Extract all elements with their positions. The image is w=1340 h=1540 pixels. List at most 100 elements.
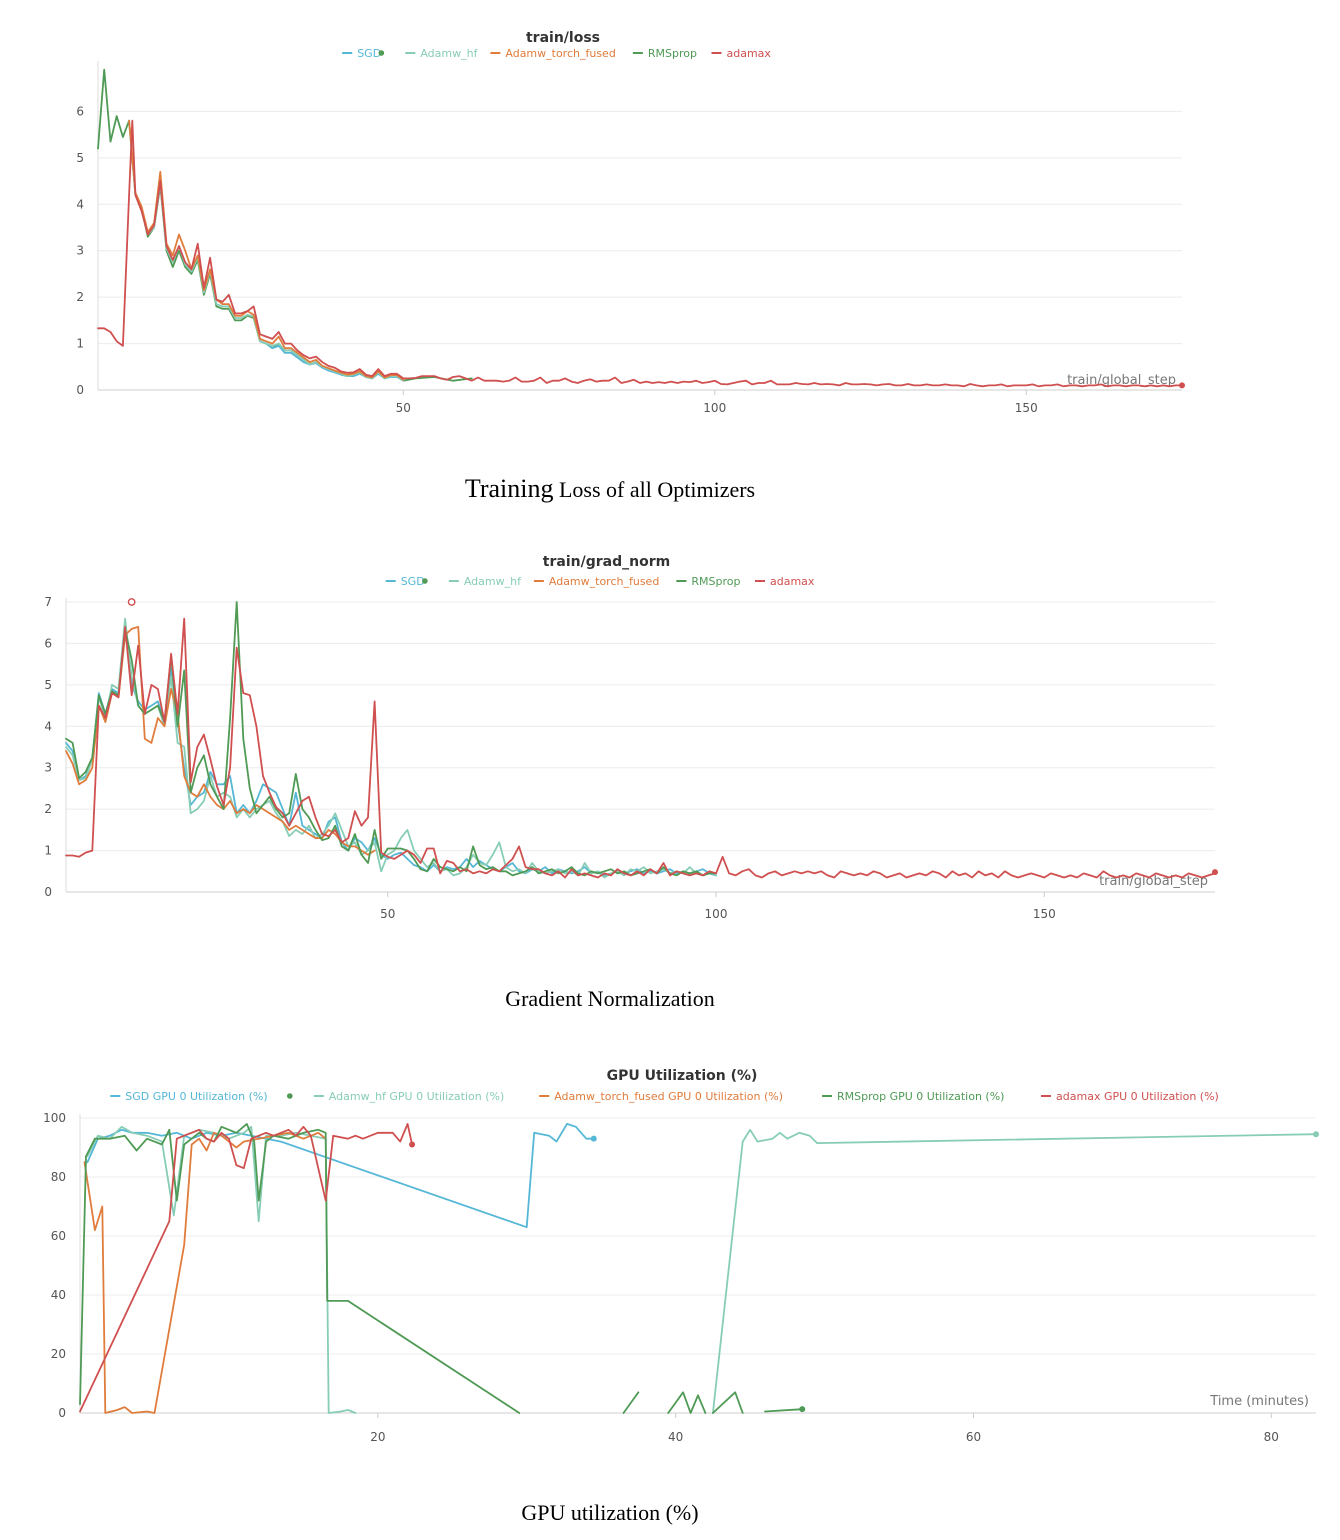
series-line-rmsprop (622, 1391, 640, 1414)
legend-item-rmsprop: RMSprop (676, 575, 740, 588)
legend-item-adamw-torch-fused: Adamw_torch_fused GPU 0 Utilization (%) (539, 1090, 783, 1103)
x-tick-label: 40 (668, 1430, 683, 1444)
legend-label: adamax GPU 0 Utilization (%) (1056, 1090, 1219, 1103)
x-tick-label: 20 (370, 1430, 385, 1444)
series-line-adamw-hf (65, 617, 717, 879)
chart-title: train/grad_norm (543, 554, 670, 570)
series-line-adamax (79, 1123, 413, 1413)
series-line-rmsprop (764, 1408, 804, 1413)
legend-item-adamax: adamax GPU 0 Utilization (%) (1041, 1090, 1219, 1103)
series-end-marker-adamax (1179, 382, 1185, 389)
legend-label: RMSprop GPU 0 Utilization (%) (837, 1090, 1004, 1103)
legend-dot (378, 50, 385, 56)
legend-item-sgd: SGD (385, 575, 428, 588)
series-line-sgd (86, 1123, 595, 1229)
caption-gpu-utilization: GPU utilization (%) (521, 1500, 699, 1525)
series-line-adamw-torch-fused (65, 626, 376, 856)
x-tick-label: 150 (1033, 907, 1056, 921)
series-end-marker-rmsprop (799, 1406, 806, 1413)
legend-item-rmsprop: RMSprop (632, 47, 697, 60)
series-line-sgd (65, 621, 717, 877)
legend-label: adamax (727, 47, 772, 60)
series-line-adamw-hf (86, 1125, 357, 1414)
y-tick-label: 6 (76, 104, 84, 118)
legend-label: Adamw_torch_fused GPU 0 Utilization (%) (554, 1090, 783, 1103)
series-line-adamax (65, 617, 1216, 879)
gpu-utilization-chart: GPU Utilization (%) 0 20 40 60 80 100 20 40 60 80 T… (43, 1068, 1319, 1444)
legend-item-adamw-torch-fused: Adamw_torch_fused (490, 47, 616, 60)
y-tick-label: 100 (43, 1111, 66, 1125)
legend-label: SGD (357, 47, 381, 60)
x-axis-label: Time (minutes) (1209, 1394, 1309, 1409)
legend-label: RMSprop (648, 47, 697, 60)
series-end-marker-adamax (1212, 869, 1218, 876)
series-line-adamw-torch-fused (128, 119, 405, 381)
series-line-rmsprop (79, 1123, 521, 1414)
y-tick-label: 5 (76, 151, 84, 165)
x-tick-label: 150 (1015, 401, 1038, 415)
series-line-adamw-torch-fused (83, 1131, 327, 1414)
y-tick-label: 2 (76, 290, 84, 304)
y-tick-label: 0 (58, 1406, 66, 1420)
y-tick-label: 4 (44, 719, 52, 733)
legend-label: Adamw_torch_fused (549, 575, 659, 588)
legend-label: Adamw_torch_fused (505, 47, 615, 60)
outlier-marker-adamax (127, 598, 136, 606)
legend-dot (287, 1093, 293, 1099)
y-tick-label: 0 (44, 885, 52, 899)
y-tick-label: 6 (44, 636, 52, 650)
legend-item-adamax: adamax (711, 47, 772, 60)
y-tick-label: 5 (44, 678, 52, 692)
x-tick-label: 80 (1264, 1430, 1279, 1444)
y-tick-label: 0 (76, 383, 84, 397)
caption-gradient-normalization: Gradient Normalization (505, 986, 715, 1011)
series-end-marker-adamax (409, 1141, 416, 1148)
legend-label: SGD GPU 0 Utilization (%) (125, 1090, 267, 1103)
series-line-rmsprop (667, 1391, 707, 1414)
chart-title: train/loss (526, 30, 600, 46)
legend-item-adamw-hf: Adamw_hf (448, 575, 522, 588)
y-tick-label: 80 (51, 1170, 66, 1184)
legend-label: RMSprop (691, 575, 740, 588)
y-tick-label: 20 (51, 1347, 66, 1361)
legend-dot (422, 578, 428, 584)
chart-title: GPU Utilization (%) (607, 1068, 758, 1084)
legend-item-sgd: SGD (342, 47, 385, 60)
y-tick-label: 60 (51, 1229, 66, 1243)
x-tick-label: 60 (966, 1430, 981, 1444)
legend-label: Adamw_hf GPU 0 Utilization (%) (329, 1090, 504, 1103)
y-tick-label: 7 (44, 595, 52, 609)
caption-training-loss: Training Loss of all Optimizers (0, 474, 1220, 504)
legend-item-adamw-hf: Adamw_hf GPU 0 Utilization (%) (313, 1090, 504, 1103)
y-tick-label: 1 (44, 844, 52, 858)
x-tick-label: 50 (396, 401, 411, 415)
y-tick-label: 1 (76, 337, 84, 351)
series-line-adamw-hf (712, 1128, 1317, 1414)
y-tick-label: 40 (51, 1288, 66, 1302)
series-end-marker-sgd (590, 1135, 597, 1142)
series-end-marker-adamw-hf (1313, 1131, 1319, 1138)
caption-training-loss-first: Training (464, 474, 554, 503)
x-axis-label: train/global_step (1067, 373, 1176, 388)
series-line-rmsprop (712, 1391, 744, 1414)
y-tick-label: 3 (76, 244, 84, 258)
legend-item-adamw-hf: Adamw_hf (405, 47, 479, 60)
caption-training-loss-rest: Loss of all Optimizers (553, 477, 756, 502)
train-loss-chart: train/loss 0 1 2 3 4 5 6 50 100 150 train/global_st… (76, 30, 1185, 415)
legend-label: Adamw_hf (420, 47, 478, 60)
y-tick-label: 3 (44, 761, 52, 775)
x-tick-label: 100 (705, 907, 728, 921)
series-line-adamax (97, 119, 1183, 388)
legend-item-adamw-torch-fused: Adamw_torch_fused (533, 575, 659, 588)
y-tick-label: 4 (76, 197, 84, 211)
legend-label: Adamw_hf (464, 575, 522, 588)
x-tick-label: 50 (380, 907, 395, 921)
y-tick-label: 2 (44, 802, 52, 816)
legend-item-adamax: adamax (755, 575, 815, 588)
legend-label: SGD (401, 575, 425, 588)
legend-label: adamax (770, 575, 815, 588)
legend-item-sgd: SGD GPU 0 Utilization (%) (110, 1090, 293, 1103)
legend-item-rmsprop: RMSprop GPU 0 Utilization (%) (822, 1090, 1004, 1103)
